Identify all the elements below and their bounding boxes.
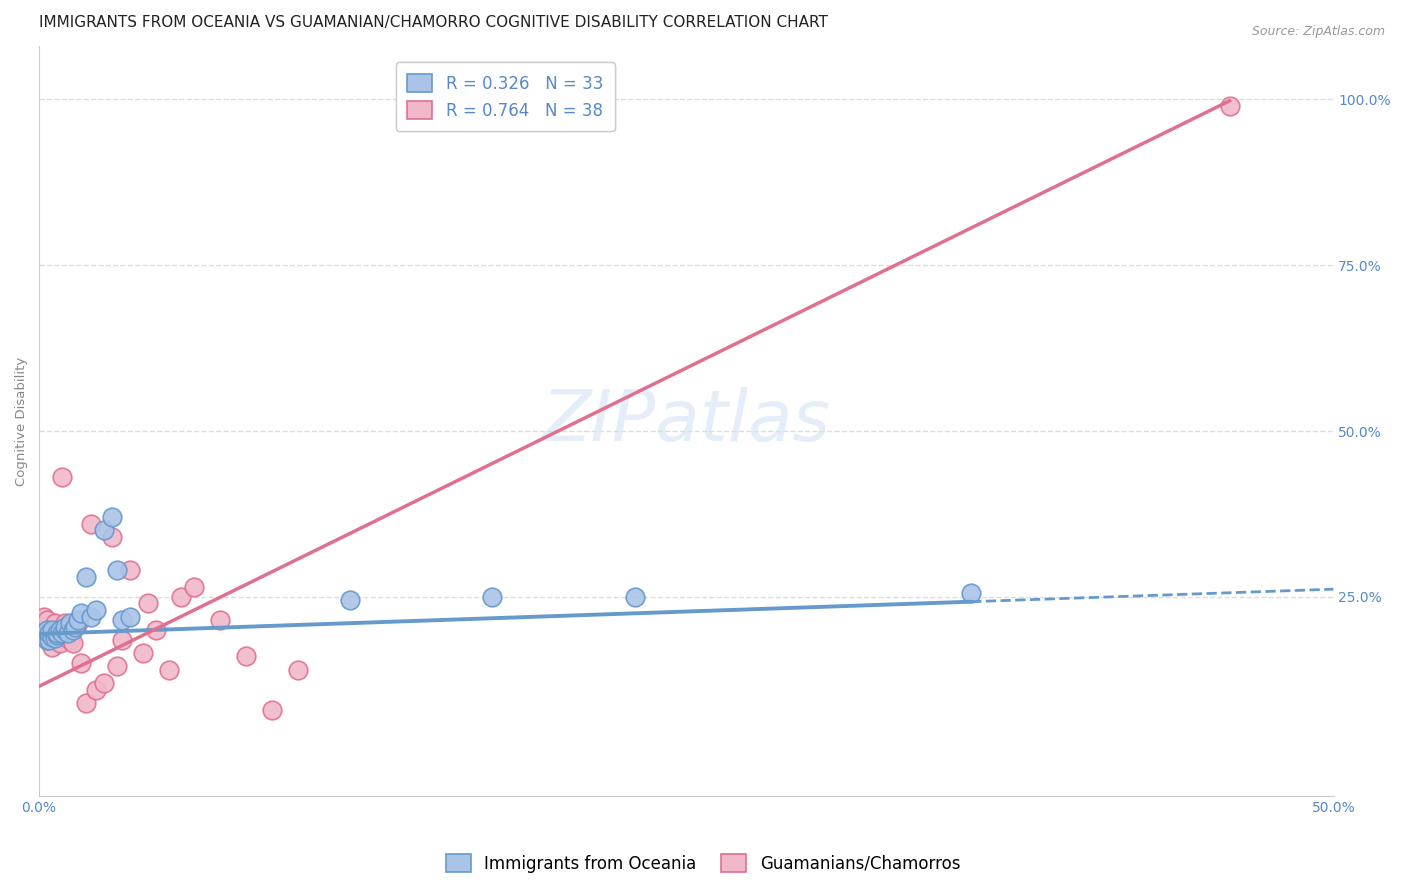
Y-axis label: Cognitive Disability: Cognitive Disability — [15, 357, 28, 486]
Point — [111, 632, 134, 647]
Point — [41, 626, 63, 640]
Point — [84, 682, 107, 697]
Point — [46, 623, 69, 637]
Point — [41, 623, 63, 637]
Point — [481, 590, 503, 604]
Legend: R = 0.326   N = 33, R = 0.764   N = 38: R = 0.326 N = 33, R = 0.764 N = 38 — [395, 62, 614, 131]
Point — [183, 580, 205, 594]
Point — [38, 626, 60, 640]
Point — [960, 586, 983, 600]
Point — [32, 609, 55, 624]
Point — [32, 630, 55, 644]
Point — [623, 590, 645, 604]
Point — [235, 649, 257, 664]
Point — [118, 609, 141, 624]
Point — [287, 663, 309, 677]
Point — [59, 616, 82, 631]
Point — [66, 613, 89, 627]
Point — [35, 613, 58, 627]
Point — [49, 626, 72, 640]
Point — [80, 516, 103, 531]
Point — [56, 626, 79, 640]
Point — [136, 596, 159, 610]
Point — [38, 632, 60, 647]
Point — [75, 570, 97, 584]
Point — [1219, 99, 1241, 113]
Point — [53, 616, 76, 631]
Text: ZIPatlas: ZIPatlas — [541, 386, 831, 456]
Point — [51, 626, 73, 640]
Point — [118, 563, 141, 577]
Point — [111, 613, 134, 627]
Point — [35, 630, 58, 644]
Point — [339, 593, 361, 607]
Point — [262, 702, 284, 716]
Point — [35, 632, 58, 647]
Point — [44, 631, 66, 645]
Point — [49, 623, 72, 637]
Point — [131, 646, 153, 660]
Point — [105, 659, 128, 673]
Point — [105, 563, 128, 577]
Point — [41, 630, 63, 644]
Point — [49, 636, 72, 650]
Point — [93, 676, 115, 690]
Point — [38, 632, 60, 647]
Point — [56, 630, 79, 644]
Point — [53, 626, 76, 640]
Point — [62, 636, 84, 650]
Point — [41, 640, 63, 654]
Point — [46, 628, 69, 642]
Point — [59, 632, 82, 647]
Point — [100, 530, 122, 544]
Point — [80, 609, 103, 624]
Point — [31, 626, 53, 640]
Point — [65, 619, 87, 633]
Point — [69, 607, 91, 621]
Point — [62, 623, 84, 637]
Point — [170, 590, 193, 604]
Legend: Immigrants from Oceania, Guamanians/Chamorros: Immigrants from Oceania, Guamanians/Cham… — [439, 847, 967, 880]
Point — [75, 696, 97, 710]
Text: IMMIGRANTS FROM OCEANIA VS GUAMANIAN/CHAMORRO COGNITIVE DISABILITY CORRELATION C: IMMIGRANTS FROM OCEANIA VS GUAMANIAN/CHA… — [39, 15, 828, 30]
Point — [51, 470, 73, 484]
Point — [31, 626, 53, 640]
Point — [100, 510, 122, 524]
Point — [46, 626, 69, 640]
Point — [44, 616, 66, 631]
Point — [66, 616, 89, 631]
Point — [93, 524, 115, 538]
Point — [53, 619, 76, 633]
Point — [145, 623, 167, 637]
Point — [69, 656, 91, 670]
Point — [157, 663, 180, 677]
Point — [84, 603, 107, 617]
Text: Source: ZipAtlas.com: Source: ZipAtlas.com — [1251, 25, 1385, 38]
Point — [209, 613, 232, 627]
Point — [53, 623, 76, 637]
Point — [35, 623, 58, 637]
